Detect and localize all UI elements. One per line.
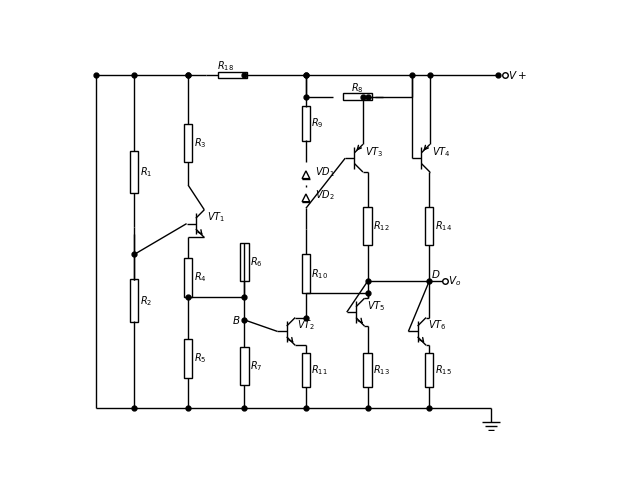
Text: $V_o$: $V_o$ bbox=[447, 274, 461, 288]
Text: $VT_1$: $VT_1$ bbox=[206, 211, 225, 225]
Text: $R_1$: $R_1$ bbox=[140, 165, 152, 179]
Text: $R_8$: $R_8$ bbox=[351, 81, 364, 95]
Text: $R_2$: $R_2$ bbox=[140, 294, 152, 307]
Text: $VT_2$: $VT_2$ bbox=[297, 318, 316, 332]
Text: $R_{11}$: $R_{11}$ bbox=[311, 363, 328, 377]
Text: $R_{15}$: $R_{15}$ bbox=[434, 363, 451, 377]
Text: $VT_5$: $VT_5$ bbox=[366, 299, 385, 313]
Text: $VT_4$: $VT_4$ bbox=[432, 145, 451, 159]
Text: $R_6$: $R_6$ bbox=[250, 255, 263, 269]
Text: $VT_3$: $VT_3$ bbox=[365, 145, 384, 159]
Text: $R_{13}$: $R_{13}$ bbox=[373, 363, 390, 377]
Text: $R_4$: $R_4$ bbox=[193, 271, 206, 285]
Text: $R_{12}$: $R_{12}$ bbox=[373, 219, 389, 233]
Text: $R_9$: $R_9$ bbox=[311, 117, 324, 130]
Text: $V+$: $V+$ bbox=[507, 69, 527, 81]
Text: $VD_1$: $VD_1$ bbox=[315, 165, 335, 179]
Text: $B$: $B$ bbox=[232, 314, 240, 326]
Text: $R_5$: $R_5$ bbox=[193, 351, 206, 365]
Text: $R_3$: $R_3$ bbox=[193, 136, 206, 150]
Text: $R_{18}$: $R_{18}$ bbox=[218, 60, 234, 74]
Text: $R_{10}$: $R_{10}$ bbox=[311, 267, 328, 281]
Text: $R_{14}$: $R_{14}$ bbox=[434, 219, 452, 233]
Text: $VD_2$: $VD_2$ bbox=[315, 188, 335, 202]
Text: $R_7$: $R_7$ bbox=[250, 359, 262, 373]
Text: $D$: $D$ bbox=[431, 268, 440, 280]
Text: $VT_6$: $VT_6$ bbox=[428, 318, 447, 332]
